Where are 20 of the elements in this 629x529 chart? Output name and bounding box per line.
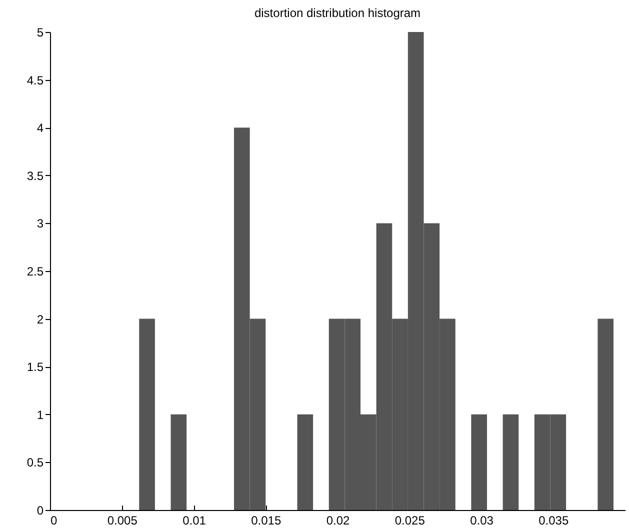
x-tick-label: 0.02 <box>326 514 350 528</box>
y-tick-label: 2 <box>36 312 44 326</box>
x-tick-label: 0.015 <box>251 514 282 528</box>
y-tick-label: 3 <box>36 216 44 231</box>
x-tick-label: 0.01 <box>182 514 206 528</box>
y-tick-label: 3.5 <box>26 168 44 183</box>
x-tick-label: 0.035 <box>538 514 569 528</box>
y-tick-label: 4.5 <box>26 73 44 88</box>
y-tick-label: 1 <box>36 408 44 422</box>
x-tick-label: 0 <box>50 514 58 528</box>
x-tick-label: 0.025 <box>394 514 426 528</box>
y-tick-label: 0 <box>36 504 44 518</box>
y-tick-label: 4 <box>36 121 44 136</box>
y-tick-label: 2.5 <box>26 264 44 278</box>
y-tick-label: 0.5 <box>26 456 44 470</box>
x-tick-label: 0.03 <box>470 514 494 528</box>
y-tick-label: 1.5 <box>26 360 44 374</box>
x-tick-label: 0.005 <box>107 514 138 528</box>
chart-title: distortion distribution histogram <box>254 6 421 20</box>
y-tick-label: 5 <box>36 26 44 40</box>
